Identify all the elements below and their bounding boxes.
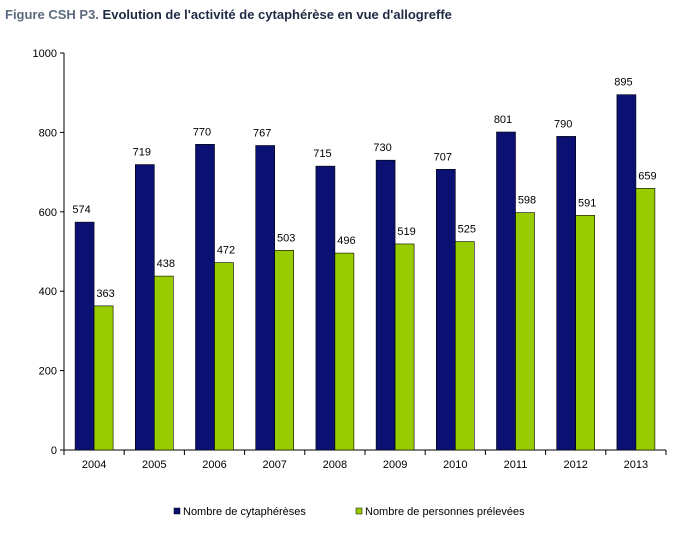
legend: Nombre de cytaphérèses Nombre de personne… bbox=[174, 506, 525, 518]
x-tick-label: 2011 bbox=[504, 459, 528, 471]
data-label: 598 bbox=[518, 195, 536, 207]
y-tick-label: 800 bbox=[39, 127, 57, 139]
data-label: 472 bbox=[217, 245, 235, 257]
bar-cytapheresis bbox=[196, 144, 215, 450]
x-tick-label: 2010 bbox=[443, 459, 467, 471]
bar-donors bbox=[335, 253, 354, 450]
bar-donors bbox=[94, 306, 113, 450]
bar-cytapheresis bbox=[256, 146, 275, 450]
data-label: 363 bbox=[96, 288, 114, 300]
data-label: 519 bbox=[397, 226, 415, 238]
bar-cytapheresis bbox=[617, 95, 636, 450]
y-tick-label: 0 bbox=[51, 445, 57, 457]
data-label: 719 bbox=[133, 147, 151, 159]
legend-label: Nombre de personnes prélevées bbox=[365, 506, 525, 518]
x-tick-label: 2008 bbox=[323, 459, 347, 471]
bars bbox=[75, 95, 655, 450]
data-label: 591 bbox=[578, 197, 596, 209]
x-tick-label: 2005 bbox=[142, 459, 166, 471]
bar-cytapheresis bbox=[376, 160, 395, 450]
bar-cytapheresis bbox=[436, 169, 455, 450]
bar-donors bbox=[154, 276, 173, 450]
data-label: 438 bbox=[157, 258, 175, 270]
data-label: 574 bbox=[72, 204, 90, 216]
legend-label: Nombre de cytaphérèses bbox=[183, 506, 306, 518]
data-label: 496 bbox=[337, 235, 355, 247]
bar-donors bbox=[395, 244, 414, 450]
x-tick-label: 2009 bbox=[383, 459, 407, 471]
bar-cytapheresis bbox=[497, 132, 516, 450]
legend-swatch bbox=[174, 508, 180, 514]
bar-donors bbox=[516, 213, 535, 450]
legend-swatch bbox=[356, 508, 362, 514]
data-label: 503 bbox=[277, 232, 295, 244]
data-label: 790 bbox=[554, 118, 572, 130]
bar-donors bbox=[275, 250, 294, 450]
data-label: 707 bbox=[434, 151, 452, 163]
data-label: 525 bbox=[458, 224, 476, 236]
bar-cytapheresis bbox=[135, 165, 154, 450]
y-tick-label: 400 bbox=[39, 286, 57, 298]
x-tick-label: 2007 bbox=[262, 459, 286, 471]
bar-donors bbox=[636, 188, 655, 450]
y-tick-label: 200 bbox=[39, 366, 57, 378]
bar-donors bbox=[215, 263, 234, 450]
x-tick-label: 2004 bbox=[82, 459, 106, 471]
bar-donors bbox=[576, 215, 595, 450]
bar-chart: 02004006008001000 2004 2005 2006 2007 2008 20… bbox=[0, 0, 682, 542]
x-axis: 2004 2005 2006 2007 2008 2009 2010 2011 2012 2013 bbox=[64, 450, 666, 471]
bar-cytapheresis bbox=[75, 222, 94, 450]
bar-donors bbox=[455, 242, 474, 450]
y-tick-label: 600 bbox=[39, 207, 57, 219]
data-label: 730 bbox=[373, 142, 391, 154]
y-axis: 0 200 400 600 800 1000 bbox=[33, 48, 64, 457]
y-tick-label: 1000 bbox=[33, 48, 57, 60]
data-label: 770 bbox=[193, 126, 211, 138]
x-tick-label: 2012 bbox=[563, 459, 587, 471]
bar-cytapheresis bbox=[557, 136, 576, 450]
bar-cytapheresis bbox=[316, 166, 335, 450]
data-label: 767 bbox=[253, 128, 271, 140]
data-label: 895 bbox=[614, 77, 632, 89]
data-label: 801 bbox=[494, 114, 512, 126]
x-tick-label: 2013 bbox=[624, 459, 648, 471]
data-label: 715 bbox=[313, 148, 331, 160]
x-tick-label: 2006 bbox=[202, 459, 226, 471]
data-label: 659 bbox=[638, 170, 656, 182]
